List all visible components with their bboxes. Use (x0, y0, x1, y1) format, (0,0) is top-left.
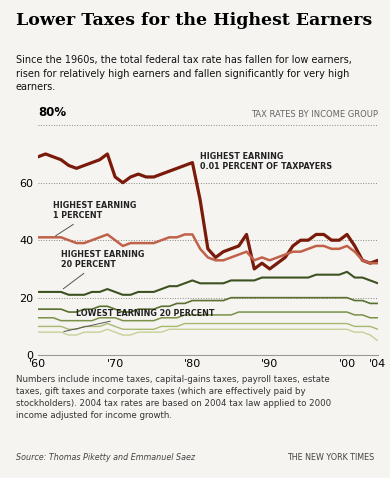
Text: HIGHEST EARNING
20 PERCENT: HIGHEST EARNING 20 PERCENT (61, 250, 144, 289)
Text: LOWEST EARNING 20 PERCENT: LOWEST EARNING 20 PERCENT (64, 309, 215, 332)
Text: HIGHEST EARNING
1 PERCENT: HIGHEST EARNING 1 PERCENT (53, 201, 136, 236)
Text: 80%: 80% (38, 107, 66, 120)
Text: Lower Taxes for the Highest Earners: Lower Taxes for the Highest Earners (16, 12, 372, 29)
Text: TAX RATES BY INCOME GROUP: TAX RATES BY INCOME GROUP (251, 110, 378, 120)
Text: HIGHEST EARNING
0.01 PERCENT OF TAXPAYERS: HIGHEST EARNING 0.01 PERCENT OF TAXPAYER… (200, 152, 332, 171)
Text: Since the 1960s, the total federal tax rate has fallen for low earners,
risen fo: Since the 1960s, the total federal tax r… (16, 55, 351, 92)
Text: Source: Thomas Piketty and Emmanuel Saez: Source: Thomas Piketty and Emmanuel Saez (16, 453, 195, 462)
Text: Numbers include income taxes, capital-gains taxes, payroll taxes, estate
taxes, : Numbers include income taxes, capital-ga… (16, 375, 331, 420)
Text: THE NEW YORK TIMES: THE NEW YORK TIMES (287, 453, 374, 462)
